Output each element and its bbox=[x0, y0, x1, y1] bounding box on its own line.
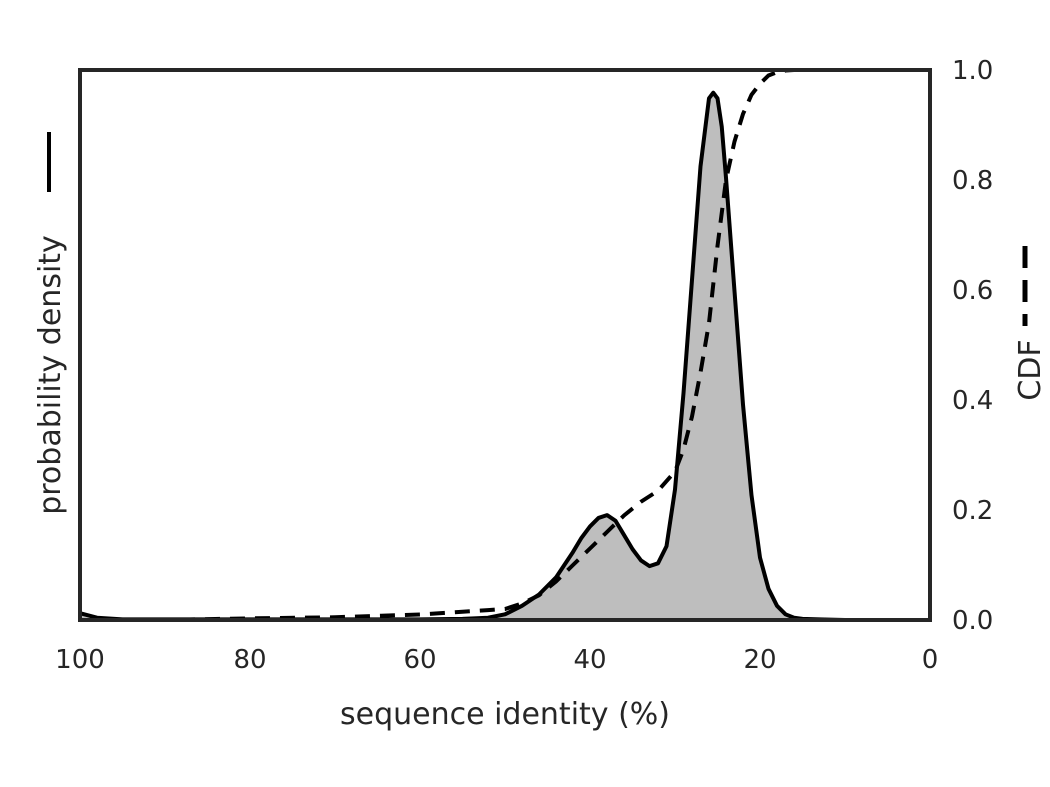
y-right-tick-label: 0.2 bbox=[952, 496, 993, 526]
y-right-tick-label: 0.8 bbox=[952, 166, 993, 196]
y-right-axis-ticks: 0.0 0.2 0.4 0.6 0.8 1.0 bbox=[952, 56, 993, 636]
x-axis-ticks: 100 80 60 40 20 0 bbox=[55, 645, 938, 675]
plot-frame bbox=[78, 68, 932, 622]
x-tick-label: 60 bbox=[403, 645, 436, 675]
y-right-tick-label: 0.0 bbox=[952, 606, 993, 636]
y-left-axis-label: probability density bbox=[33, 235, 68, 515]
y-right-tick-label: 0.6 bbox=[952, 276, 993, 306]
y-right-axis-label: CDF bbox=[1013, 339, 1048, 400]
density-fill-area bbox=[80, 92, 930, 621]
cdf-dashed-line bbox=[80, 68, 930, 622]
x-tick-label: 80 bbox=[233, 645, 266, 675]
x-tick-label: 20 bbox=[743, 645, 776, 675]
x-axis-label: sequence identity (%) bbox=[340, 697, 670, 732]
x-tick-label: 40 bbox=[573, 645, 606, 675]
y-right-tick-label: 0.4 bbox=[952, 386, 993, 416]
x-tick-label: 100 bbox=[55, 645, 105, 675]
x-tick-label: 0 bbox=[922, 645, 939, 675]
y-right-tick-label: 1.0 bbox=[952, 56, 993, 86]
